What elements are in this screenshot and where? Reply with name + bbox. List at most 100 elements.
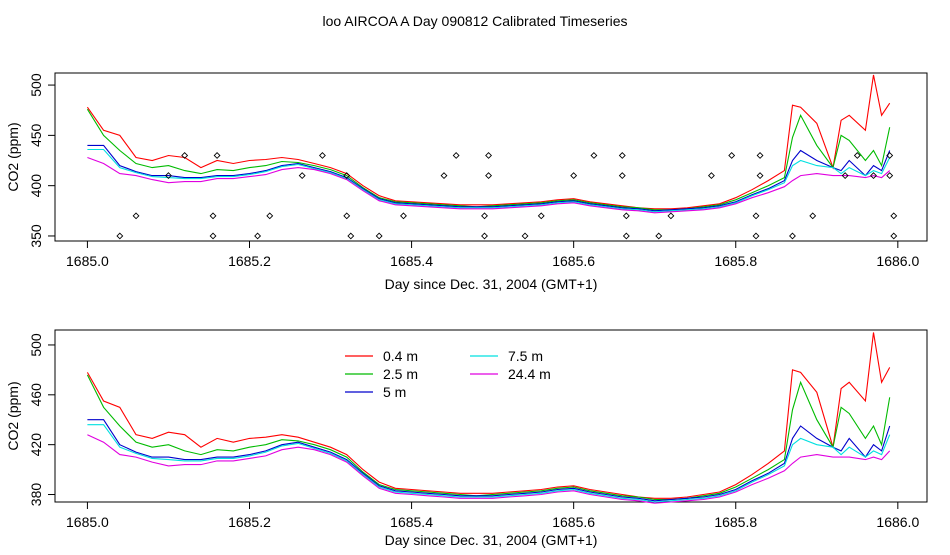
top-marker-diamond <box>343 212 351 220</box>
top-marker-diamond <box>853 152 861 159</box>
legend-label-2-5-m: 2.5 m <box>383 366 418 382</box>
top-marker-diamond <box>452 152 460 159</box>
bottom-legend: 0.4 m 2.5 m 5 m 7.5 m 24.4 m <box>345 348 551 400</box>
top-x-axis-label: Day since Dec. 31, 2004 (GMT+1) <box>385 276 598 292</box>
top-x-axis: 1685.0 1685.2 1685.4 1685.6 1685.8 1686.0 <box>66 241 919 269</box>
top-marker-diamond <box>343 172 351 180</box>
bottom-y-tick-label: 420 <box>28 433 44 457</box>
top-marker-diamond <box>481 232 488 240</box>
bottom-x-tick-label: 1685.8 <box>714 514 757 530</box>
top-panel: 1685.0 1685.2 1685.4 1685.6 1685.8 1686.0 350… <box>5 72 928 292</box>
top-marker-diamond <box>622 232 630 240</box>
top-series-0-4-m-line <box>86 74 891 210</box>
top-marker-diamond <box>756 152 764 159</box>
bottom-x-tick-label: 1686.0 <box>876 514 919 530</box>
bottom-y-axis-label: CO2 (ppm) <box>5 381 21 450</box>
top-marker-diamond <box>886 152 894 159</box>
top-marker-diamond <box>347 232 355 240</box>
top-marker-diamond <box>622 212 630 220</box>
top-marker-diamond <box>655 232 663 240</box>
bottom-x-axis-label: Day since Dec. 31, 2004 (GMT+1) <box>385 532 598 548</box>
top-y-tick-label: 500 <box>28 73 44 97</box>
top-marker-diamond <box>886 172 894 180</box>
top-marker-diamond <box>165 172 172 180</box>
top-marker-diamond <box>440 172 448 180</box>
top-markers <box>116 152 898 240</box>
top-marker-diamond <box>809 212 817 220</box>
top-marker-diamond <box>481 212 488 220</box>
top-marker-diamond <box>707 172 715 180</box>
legend-label-7-5-m: 7.5 m <box>508 348 543 364</box>
top-marker-diamond <box>266 212 274 220</box>
top-series-24-4-m-line <box>87 156 891 214</box>
top-y-tick-label: 350 <box>28 224 44 248</box>
top-x-tick-label: 1685.0 <box>66 253 109 269</box>
top-marker-diamond <box>400 212 407 220</box>
top-marker-diamond <box>870 172 877 180</box>
top-x-tick-label: 1685.4 <box>390 253 433 269</box>
top-marker-diamond <box>375 232 383 240</box>
top-y-axis: 350 400 450 500 <box>28 73 55 248</box>
bottom-panel: 1685.0 1685.2 1685.4 1685.6 1685.8 1686.0 380… <box>5 329 928 548</box>
top-series-7-5-m-line <box>87 148 891 213</box>
top-marker-diamond <box>521 232 529 240</box>
top-marker-diamond <box>752 212 760 220</box>
top-marker-diamond <box>789 232 796 240</box>
bottom-series-lines <box>86 332 891 504</box>
top-marker-diamond <box>298 172 306 180</box>
top-x-tick-label: 1685.6 <box>552 253 595 269</box>
top-marker-diamond <box>254 232 262 240</box>
top-y-tick-label: 400 <box>28 174 44 198</box>
bottom-series-2-5-m-line <box>86 374 891 501</box>
top-marker-diamond <box>318 152 326 159</box>
bottom-x-tick-label: 1685.2 <box>228 514 271 530</box>
top-y-tick-label: 450 <box>28 123 44 147</box>
top-marker-diamond <box>537 212 545 220</box>
bottom-x-tick-label: 1685.6 <box>552 514 595 530</box>
bottom-plot-frame <box>54 329 928 503</box>
bottom-series-0-4-m-line <box>86 332 891 499</box>
bottom-y-axis: 380 420 460 500 <box>28 333 55 506</box>
top-marker-diamond <box>890 232 898 240</box>
figure-title: loo AIRCOA A Day 090812 Calibrated Times… <box>322 13 627 29</box>
bottom-series-5-m-line <box>87 419 891 502</box>
legend-label-24-4-m: 24.4 m <box>508 366 551 382</box>
top-marker-diamond <box>756 172 764 180</box>
bottom-series-24-4-m-line <box>87 434 891 504</box>
bottom-y-tick-label: 460 <box>28 383 44 407</box>
legend-label-0-4-m: 0.4 m <box>383 348 418 364</box>
top-x-tick-label: 1685.8 <box>714 253 757 269</box>
top-x-tick-label: 1686.0 <box>876 253 919 269</box>
top-marker-diamond <box>570 172 578 180</box>
top-marker-diamond <box>132 212 140 220</box>
top-plot-frame <box>54 72 928 242</box>
legend-label-5-m: 5 m <box>383 384 406 400</box>
top-series-2-5-m-line <box>86 108 891 211</box>
top-marker-diamond <box>590 152 598 159</box>
top-marker-diamond <box>618 152 626 159</box>
top-marker-diamond <box>728 152 736 159</box>
top-marker-diamond <box>485 172 493 180</box>
bottom-y-tick-label: 500 <box>28 333 44 357</box>
top-marker-diamond <box>890 212 898 220</box>
top-marker-diamond <box>209 212 217 220</box>
bottom-x-tick-label: 1685.0 <box>66 514 109 530</box>
top-marker-diamond <box>213 152 221 159</box>
top-marker-diamond <box>841 172 849 180</box>
top-series-lines <box>86 74 891 214</box>
top-marker-diamond <box>667 212 675 220</box>
bottom-y-tick-label: 380 <box>28 483 44 507</box>
bottom-x-axis: 1685.0 1685.2 1685.4 1685.6 1685.8 1686.0 <box>66 502 919 530</box>
top-marker-diamond <box>485 152 493 159</box>
top-series-5-m-line <box>87 144 891 212</box>
top-marker-diamond <box>181 152 189 159</box>
top-marker-diamond <box>116 232 124 240</box>
top-marker-diamond <box>752 232 760 240</box>
top-x-tick-label: 1685.2 <box>228 253 271 269</box>
top-marker-diamond <box>618 172 626 180</box>
top-y-axis-label: CO2 (ppm) <box>5 122 21 191</box>
top-marker-diamond <box>209 232 217 240</box>
bottom-series-7-5-m-line <box>87 424 891 503</box>
bottom-x-tick-label: 1685.4 <box>390 514 433 530</box>
